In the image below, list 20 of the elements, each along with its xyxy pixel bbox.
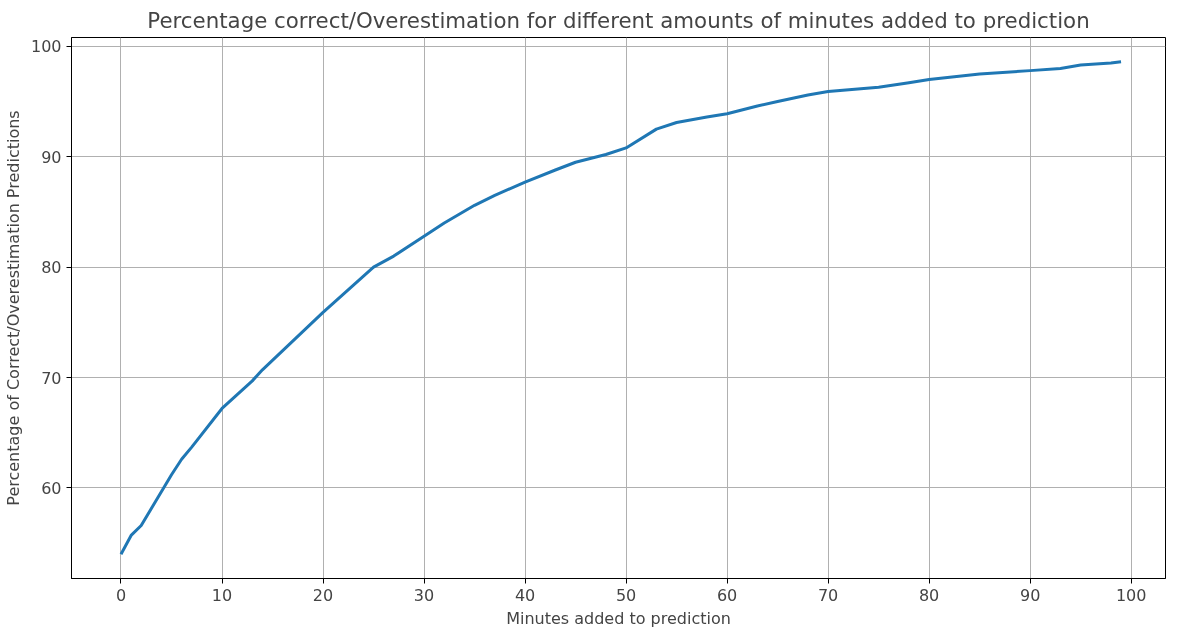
x-tick-label: 100: [1115, 585, 1147, 605]
x-tick-label: 50: [615, 585, 637, 605]
y-tick-label: 90: [41, 147, 62, 167]
x-tick-label: 70: [817, 585, 839, 605]
y-tick-label: 100: [30, 37, 62, 57]
x-tick-label: 30: [413, 585, 435, 605]
line-series: [119, 60, 1123, 556]
x-tick-label: 20: [312, 585, 334, 605]
x-axis-title: Minutes added to prediction: [506, 608, 731, 628]
x-tick-label: 10: [211, 585, 233, 605]
y-axis-title: Percentage of Correct/Overestimation Predictions: [3, 110, 23, 506]
chart-title: Percentage correct/Overestimation for different amounts of minutes added to prediction: [147, 7, 1090, 33]
y-tick-label: 60: [41, 478, 62, 498]
x-tick-label: 90: [1019, 585, 1041, 605]
x-tick-label: 80: [918, 585, 940, 605]
y-tick-label: 70: [41, 368, 62, 388]
x-tick-label: 60: [716, 585, 738, 605]
x-tick-label: 0: [115, 585, 127, 605]
x-tick-label: 40: [514, 585, 536, 605]
y-tick-label: 80: [41, 258, 62, 278]
